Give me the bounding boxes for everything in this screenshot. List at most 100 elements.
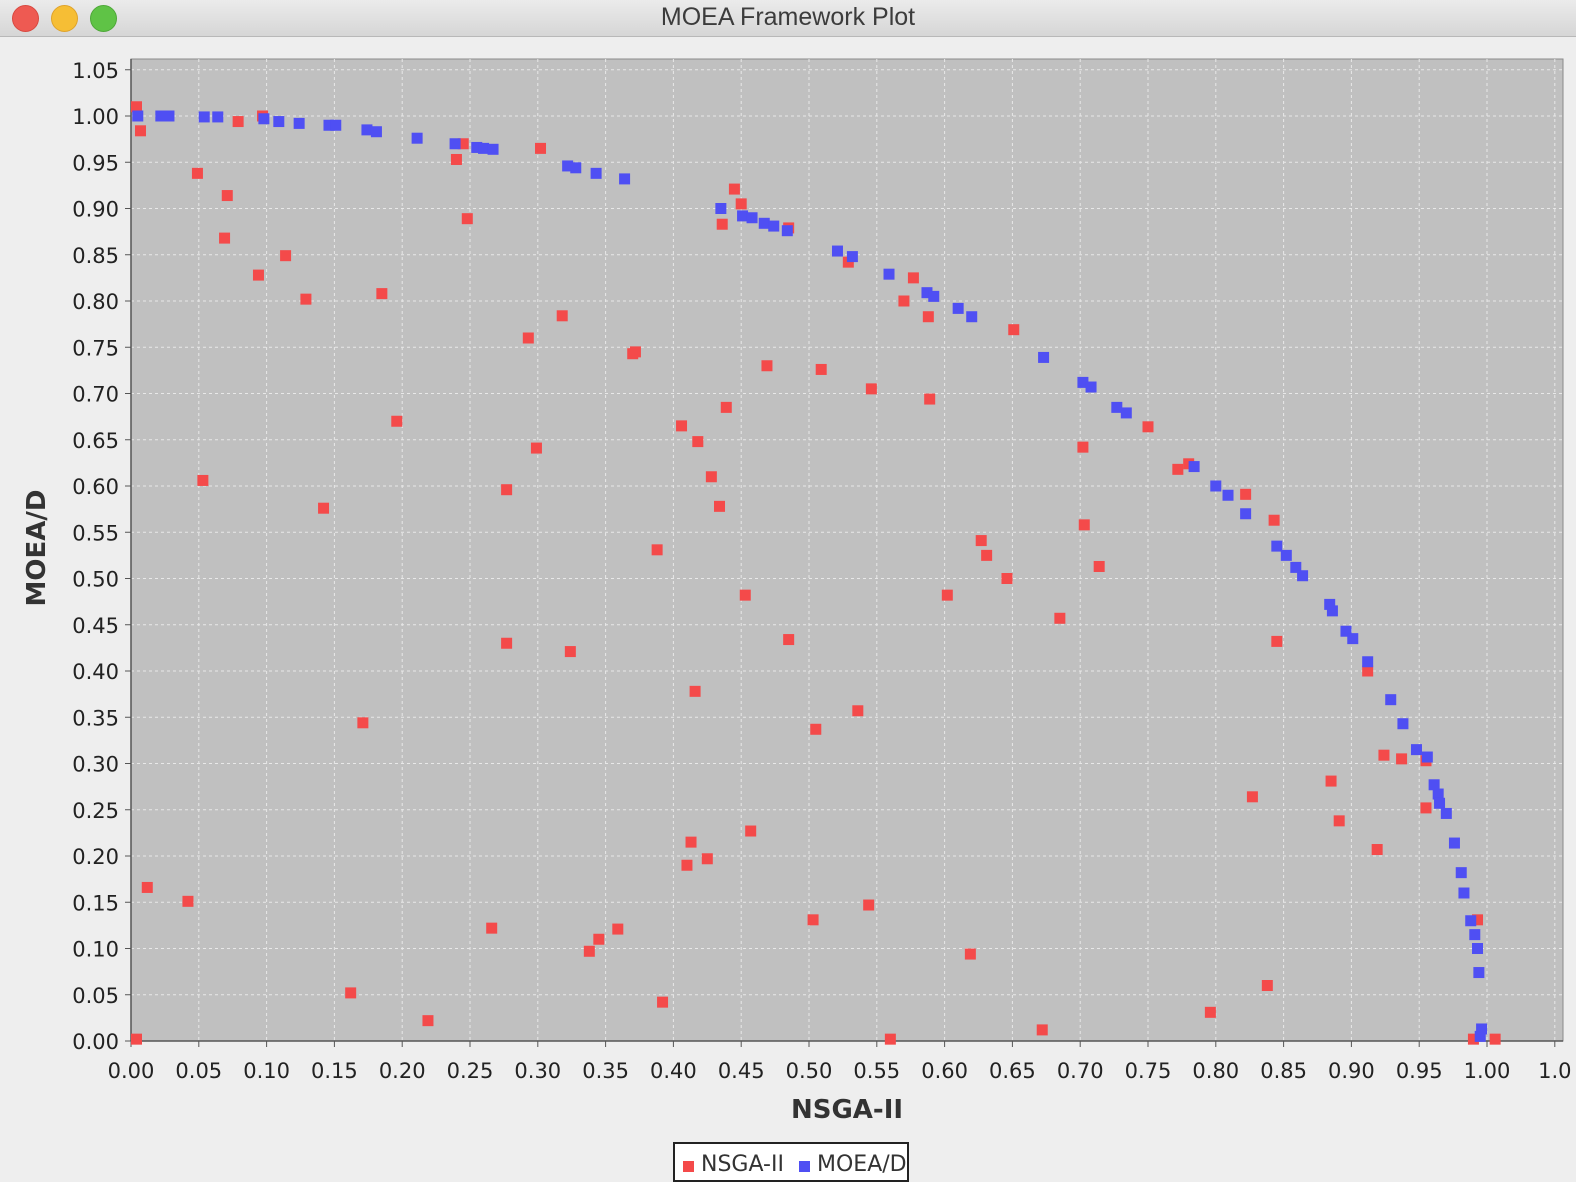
nsga-ii-point <box>1472 914 1484 926</box>
x-tick-label: 0.00 <box>108 1059 155 1083</box>
moea-d-point <box>212 111 224 123</box>
y-tick-label: 0.80 <box>72 290 119 314</box>
nsga-ii-point <box>583 945 595 957</box>
nsga-ii-point <box>1371 844 1383 856</box>
moea-d-point <box>715 203 727 214</box>
nsga-ii-point <box>197 474 209 486</box>
x-tick-label: 0.80 <box>1192 1059 1239 1083</box>
moea-d-point <box>1111 401 1123 413</box>
nsga-ii-point <box>1420 802 1432 814</box>
nsga-ii-point <box>376 288 388 300</box>
nsga-ii-point <box>1001 573 1013 584</box>
moea-d-point <box>273 116 285 128</box>
moea-d-point <box>1397 718 1409 730</box>
nsga-ii-point <box>941 589 953 601</box>
nsga-ii-point <box>676 420 688 432</box>
nsga-ii-point <box>501 484 513 496</box>
y-tick-label: 0.40 <box>72 660 119 684</box>
nsga-ii-point <box>629 346 641 358</box>
nsga-ii-point <box>182 895 194 907</box>
legend-label-nsga: NSGA-II <box>701 1152 784 1177</box>
nsga-ii-point <box>1396 753 1408 765</box>
nsga-ii-point <box>564 646 576 658</box>
moea-d-point <box>449 138 461 150</box>
nsga-ii-point <box>593 933 605 945</box>
y-tick-label: 0.20 <box>72 845 119 869</box>
y-tick-label: 0.00 <box>72 1030 119 1054</box>
nsga-ii-point <box>134 125 146 137</box>
moea-d-point <box>1455 867 1467 879</box>
nsga-ii-point <box>530 442 542 454</box>
nsga-ii-point <box>716 218 728 230</box>
moea-d-point <box>1271 540 1283 552</box>
close-window-button[interactable] <box>12 5 39 32</box>
y-tick-label: 0.25 <box>72 799 119 823</box>
nsga-ii-point <box>705 471 717 483</box>
moea-d-point <box>570 162 582 174</box>
moea-d-point <box>758 217 770 229</box>
nsga-ii-point <box>865 383 877 395</box>
nsga-ii-point <box>1240 488 1252 500</box>
nsga-ii-point <box>1036 1024 1048 1036</box>
moea-d-point <box>1473 967 1485 979</box>
nsga-ii-point <box>357 717 369 729</box>
moea-d-point <box>1038 351 1050 363</box>
y-tick-label: 0.95 <box>72 151 119 175</box>
x-axis-label: NSGA-II <box>791 1095 903 1125</box>
moea-d-point <box>1428 779 1440 791</box>
nsga-ii-point <box>907 272 919 284</box>
nsga-ii-point <box>1489 1033 1501 1045</box>
minimize-window-button[interactable] <box>51 5 78 32</box>
nsga-ii-point <box>745 825 757 837</box>
x-tick-label: 0.25 <box>447 1059 494 1083</box>
x-tick-label: 1.0 <box>1538 1059 1571 1083</box>
nsga-ii-point <box>422 1015 434 1027</box>
nsga-ii-point <box>131 101 142 113</box>
nsga-ii-point <box>783 634 795 646</box>
moea-d-point <box>746 212 758 224</box>
nsga-ii-point <box>924 393 936 405</box>
x-tick-label: 0.90 <box>1328 1059 1375 1083</box>
y-tick-label: 0.85 <box>72 244 119 268</box>
moea-d-point <box>768 220 780 232</box>
nsga-ii-point <box>922 311 934 323</box>
moea-d-point <box>1210 480 1222 492</box>
x-tick-label: 0.35 <box>582 1059 629 1083</box>
moea-d-point <box>1340 625 1352 637</box>
x-tick-label: 0.85 <box>1260 1059 1307 1083</box>
moea-d-point <box>846 251 858 263</box>
x-tick-label: 0.10 <box>243 1059 290 1083</box>
moea-d-point <box>1474 1030 1486 1042</box>
zoom-window-button[interactable] <box>90 5 117 32</box>
nsga-ii-point <box>685 836 697 848</box>
nsga-ii-point <box>345 987 357 999</box>
nsga-ii-point <box>535 142 547 154</box>
moea-d-point <box>155 110 167 122</box>
moea-d-point <box>966 311 978 323</box>
x-tick-label: 0.60 <box>921 1059 968 1083</box>
nsga-ii-point <box>739 589 751 601</box>
nsga-ii-point <box>651 544 663 556</box>
moea-d-point <box>1448 837 1460 849</box>
nsga-ii-point <box>714 500 726 512</box>
nsga-ii-point <box>1078 519 1090 531</box>
nsga-ii-point <box>1077 441 1089 453</box>
nsga-ii-point <box>1142 421 1154 433</box>
moea-d-point <box>1421 751 1433 763</box>
moea-d-point <box>1188 461 1200 473</box>
nsga-ii-point <box>815 363 827 375</box>
nsga-ii-point <box>1271 635 1283 647</box>
nsga-ii-point <box>852 705 864 717</box>
legend-label-moead: MOEA/D <box>817 1152 907 1177</box>
moea-d-point <box>883 268 895 280</box>
moea-d-point <box>132 110 144 122</box>
nsga-ii-point <box>141 881 153 893</box>
y-tick-label: 0.60 <box>72 475 119 499</box>
y-tick-label: 0.70 <box>72 383 119 407</box>
nsga-ii-point <box>657 996 669 1008</box>
x-tick-label: 0.75 <box>1125 1059 1172 1083</box>
nsga-ii-point <box>692 436 704 448</box>
moea-d-point <box>411 132 423 144</box>
nsga-ii-point <box>219 232 231 244</box>
nsga-ii-point <box>131 1033 142 1045</box>
